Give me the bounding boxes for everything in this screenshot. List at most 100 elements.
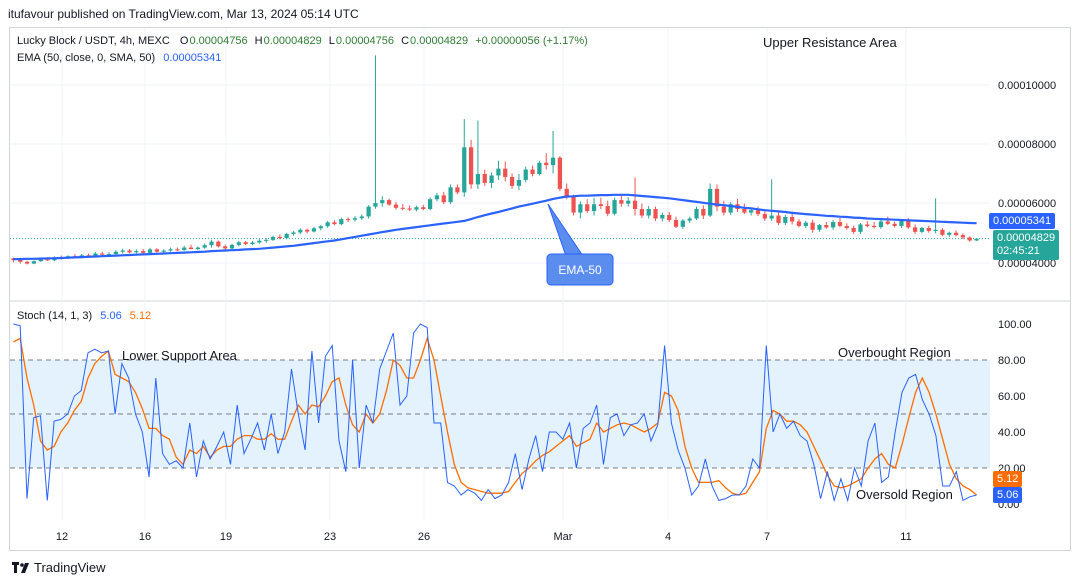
candle [646, 206, 651, 219]
candle [264, 238, 269, 243]
candle [837, 217, 843, 228]
candle-body [701, 209, 706, 216]
symbol-label[interactable]: Lucky Block / USDT, 4h, MEXC [17, 35, 170, 47]
stoch-legend-label[interactable]: Stoch (14, 1, 3) [17, 310, 93, 322]
candle-body [790, 217, 795, 222]
candle-body [769, 215, 774, 219]
candle [175, 247, 180, 252]
candle-body [120, 250, 125, 252]
candle-body [653, 209, 658, 219]
x-tick-label: 11 [900, 531, 911, 543]
stoch-legend: Stoch (14, 1, 3) 5.06 5.12 [17, 310, 152, 322]
candle-body [899, 220, 904, 226]
candle [783, 214, 788, 226]
candle [660, 212, 665, 222]
candle-body [427, 199, 433, 210]
candle [373, 55, 378, 209]
candle-body [291, 232, 296, 234]
candle [387, 198, 392, 207]
candle-body [824, 225, 829, 228]
x-tick-label: 12 [56, 531, 68, 543]
candle [496, 160, 501, 180]
candle [250, 241, 255, 246]
candle-body [209, 241, 214, 246]
candle [680, 219, 685, 229]
candle [366, 205, 371, 219]
candle [619, 195, 624, 207]
publish-header: itufavour published on TradingView.com, … [8, 7, 359, 21]
x-tick-label: 19 [220, 531, 232, 543]
stoch-d-line [13, 336, 978, 496]
candle-body [366, 206, 371, 217]
candle [810, 219, 815, 233]
oversold-label: Oversold Region [856, 487, 953, 502]
candle [434, 192, 440, 202]
candle [769, 179, 774, 221]
stoch-k-line [13, 323, 977, 503]
candle [550, 130, 556, 174]
price-tick-label: 0.00010000 [998, 80, 1056, 92]
candle-body [113, 251, 118, 255]
candle [557, 156, 563, 192]
candle [400, 203, 405, 211]
x-tick-label: 23 [324, 531, 336, 543]
candle-body [45, 259, 50, 261]
candle-body [564, 188, 569, 198]
candle [544, 153, 549, 170]
candle-body [503, 168, 508, 177]
tradingview-logo-icon [12, 561, 29, 573]
candle [202, 243, 207, 249]
tradingview-brand[interactable]: TradingView [12, 560, 106, 575]
candle [229, 243, 235, 250]
candle [831, 219, 836, 230]
candle [257, 238, 262, 244]
candle [503, 161, 508, 182]
candle-body [680, 220, 685, 227]
candle [277, 234, 282, 240]
x-tick-label: 7 [764, 531, 770, 543]
candle-body [448, 187, 453, 203]
candle-body [578, 204, 583, 213]
candle-body [783, 217, 788, 223]
candle-body [434, 195, 440, 200]
candle-body [612, 200, 617, 214]
candle-body [605, 206, 610, 214]
candle [359, 214, 364, 220]
price-axis-tag: 0.00004829 02:45:21 [993, 230, 1060, 260]
candle-body [912, 227, 918, 232]
price-tick-label: 0.00006000 [998, 198, 1056, 210]
ema-callout-label: EMA-50 [558, 263, 602, 277]
chart-frame [9, 27, 1071, 551]
candle [243, 241, 248, 246]
candle-body [646, 209, 651, 216]
price-tag-value: 0.00004829 [997, 232, 1056, 244]
candle-body [482, 174, 487, 183]
candle-body [455, 187, 460, 193]
candle [721, 200, 726, 216]
candle [851, 225, 856, 234]
candle [188, 244, 194, 250]
candle-body [858, 224, 863, 232]
candle-body [141, 251, 146, 253]
candle [612, 197, 617, 216]
candle [708, 183, 713, 218]
candle-body [393, 204, 399, 208]
x-tick-label: 16 [139, 531, 151, 543]
candle-body [270, 236, 276, 240]
candle-body [202, 245, 207, 248]
close-value: 0.00004829 [410, 35, 469, 47]
candle [427, 197, 433, 211]
candle-body [100, 253, 105, 255]
candle-body [318, 226, 323, 229]
candle [530, 165, 535, 177]
candle [305, 228, 310, 234]
candle [291, 230, 296, 236]
candle-body [134, 251, 139, 253]
candle-body [639, 209, 644, 216]
candle-body [236, 242, 241, 245]
candle [223, 244, 228, 250]
ema-legend-label[interactable]: EMA (50, close, 0, SMA, 50) [17, 52, 156, 64]
candle-body [885, 221, 890, 224]
